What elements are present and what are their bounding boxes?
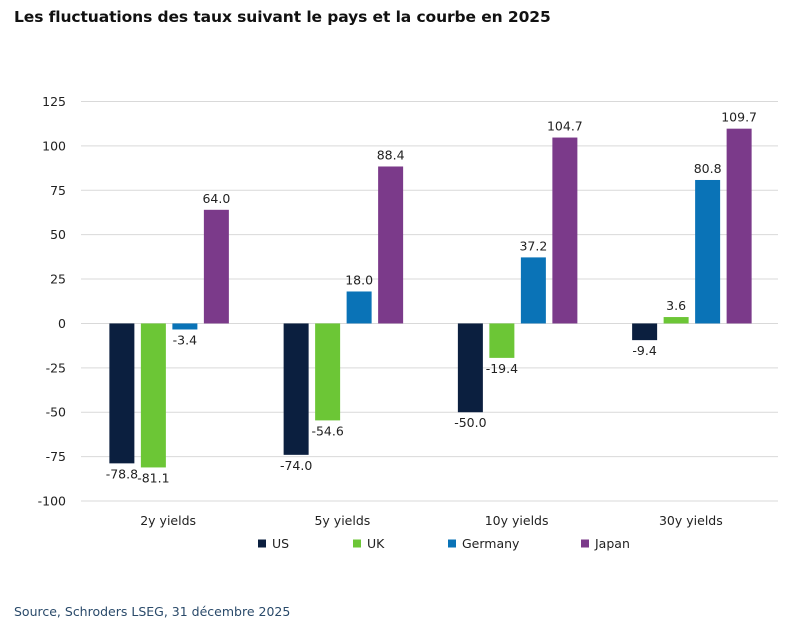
y-tick-label: 100: [42, 138, 66, 153]
y-tick-label: -25: [46, 360, 66, 375]
data-label: -9.4: [632, 343, 656, 358]
x-category-label: 5y yields: [314, 513, 370, 528]
legend-label-germany: Germany: [462, 536, 520, 551]
data-label: -50.0: [454, 415, 486, 430]
x-axis-categories: 2y yields 5y yields 10y yields 30y yields: [140, 513, 723, 528]
y-tick-label: -100: [38, 494, 66, 509]
legend-label-uk: UK: [367, 536, 385, 551]
legend-label-us: US: [272, 536, 289, 551]
bar-us-0: [109, 323, 135, 464]
y-tick-label: 25: [50, 272, 66, 287]
data-label: -81.1: [137, 470, 169, 485]
chart-title: Les fluctuations des taux suivant le pay…: [14, 8, 551, 26]
data-label: 109.7: [721, 110, 757, 125]
y-tick-label: -50: [46, 405, 66, 420]
bar-japan-2: [552, 137, 578, 324]
y-axis-ticks: -100 -75 -50 -25 0 25 50 75 100 125: [38, 94, 66, 509]
data-labels: -78.8 -81.1 -3.4 64.0 -74.0 -54.6 18.0 88.4 -50.…: [106, 110, 757, 486]
bar-germany-3: [695, 179, 721, 324]
y-tick-label: -75: [46, 449, 66, 464]
bar-uk-3: [663, 317, 689, 324]
legend-swatch-uk: [353, 539, 361, 548]
legend-swatch-germany: [448, 539, 456, 548]
data-label: 80.8: [694, 161, 722, 176]
bar-germany-1: [346, 291, 372, 324]
data-label: -78.8: [106, 466, 138, 481]
source-note: Source, Schroders LSEG, 31 décembre 2025: [14, 604, 291, 619]
y-tick-label: 125: [42, 94, 66, 109]
bar-japan-1: [378, 166, 404, 324]
legend-swatch-us: [258, 539, 266, 548]
data-label: 88.4: [377, 147, 405, 162]
data-label: -74.0: [280, 458, 312, 473]
bar-germany-0: [172, 323, 198, 330]
bar-japan-0: [203, 209, 229, 324]
data-label: 64.0: [202, 191, 230, 206]
bar-japan-3: [726, 128, 752, 324]
bar-uk-1: [315, 323, 341, 421]
data-label: 3.6: [666, 298, 686, 313]
legend-swatch-japan: [581, 539, 589, 548]
bar-us-3: [632, 323, 658, 341]
bar-us-2: [457, 323, 483, 413]
x-category-label: 10y yields: [485, 513, 549, 528]
y-tick-label: 75: [50, 183, 66, 198]
y-tick-label: 50: [50, 227, 66, 242]
x-category-label: 30y yields: [659, 513, 723, 528]
legend: US UK Germany Japan: [258, 536, 630, 551]
bar-us-1: [283, 323, 309, 455]
data-label: -19.4: [486, 361, 518, 376]
data-label: -54.6: [311, 423, 343, 438]
gridlines: [81, 101, 778, 502]
y-tick-label: 0: [58, 316, 66, 331]
data-label: 37.2: [519, 238, 547, 253]
data-label: 18.0: [345, 272, 373, 287]
data-label: 104.7: [547, 119, 583, 134]
bar-uk-0: [140, 323, 166, 468]
bars: [109, 128, 752, 468]
legend-label-japan: Japan: [594, 536, 630, 551]
data-label: -3.4: [173, 332, 197, 347]
bar-germany-2: [520, 257, 546, 324]
x-category-label: 2y yields: [140, 513, 196, 528]
bar-uk-2: [489, 323, 515, 358]
